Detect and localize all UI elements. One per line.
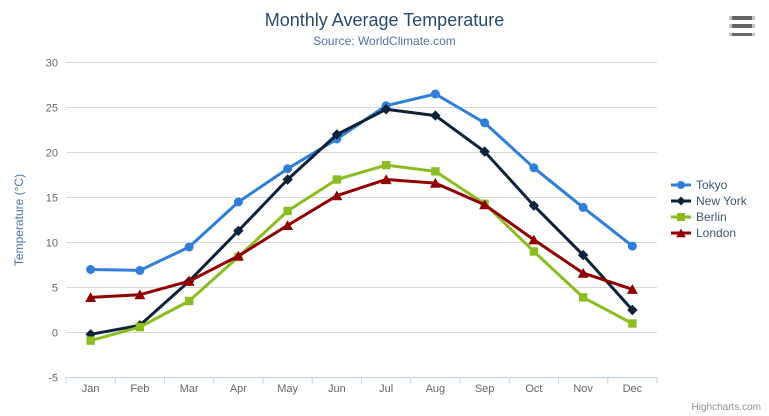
data-point-berlin[interactable] xyxy=(86,336,95,345)
x-axis-label: Feb xyxy=(130,383,149,395)
x-axis-label: Nov xyxy=(573,383,593,395)
data-point-tokyo[interactable] xyxy=(430,89,440,99)
legend-item-tokyo[interactable]: Tokyo xyxy=(671,177,747,192)
chart-subtitle: Source: WorldClimate.com xyxy=(313,34,456,48)
series-line-new-york[interactable] xyxy=(89,107,634,336)
data-point-berlin[interactable] xyxy=(578,293,588,302)
legend-item-berlin[interactable]: Berlin xyxy=(671,209,747,224)
data-point-berlin[interactable] xyxy=(332,175,342,184)
chart-title: Monthly Average Temperature xyxy=(264,10,505,30)
data-point-london[interactable] xyxy=(331,190,343,201)
triangle-marker-icon xyxy=(671,228,691,237)
data-point-new-york[interactable] xyxy=(528,200,540,211)
data-point-london[interactable] xyxy=(282,220,294,230)
data-point-tokyo[interactable] xyxy=(578,202,588,212)
y-axis-label: 25 xyxy=(46,103,58,115)
data-point-new-york[interactable] xyxy=(479,146,490,157)
data-point-new-york[interactable] xyxy=(627,304,638,316)
circle-marker-icon xyxy=(671,180,691,189)
data-point-berlin[interactable] xyxy=(283,206,292,216)
data-point-tokyo[interactable] xyxy=(480,118,490,128)
series-line-berlin[interactable] xyxy=(89,163,634,343)
y-axis-label: -5 xyxy=(48,373,58,385)
hamburger-menu-icon[interactable] xyxy=(729,16,755,36)
legend-label: Tokyo xyxy=(696,177,728,192)
data-point-tokyo[interactable] xyxy=(529,163,539,173)
data-point-berlin[interactable] xyxy=(529,247,539,256)
x-axis-label: Sep xyxy=(475,383,495,395)
data-point-london[interactable] xyxy=(85,292,97,302)
legend-label: New York xyxy=(696,193,747,208)
x-axis-label: Dec xyxy=(623,383,643,395)
menu-bar xyxy=(729,24,755,28)
y-axis-label: 0 xyxy=(52,328,58,340)
data-point-london[interactable] xyxy=(479,199,491,210)
y-axis-label: 10 xyxy=(46,238,58,250)
data-point-tokyo[interactable] xyxy=(627,241,637,251)
legend-item-london[interactable]: London xyxy=(671,225,747,240)
data-point-london[interactable] xyxy=(626,284,638,294)
data-point-berlin[interactable] xyxy=(431,167,440,176)
data-point-london[interactable] xyxy=(429,177,441,188)
data-point-tokyo[interactable] xyxy=(135,265,145,275)
menu-bar xyxy=(729,32,755,36)
legend: Tokyo New York Berlin London xyxy=(671,177,747,240)
x-axis-label: May xyxy=(277,383,298,395)
data-point-london[interactable] xyxy=(380,174,392,185)
menu-bar xyxy=(729,16,755,20)
data-point-london[interactable] xyxy=(577,267,589,278)
data-point-berlin[interactable] xyxy=(381,160,391,170)
x-axis-label: Jan xyxy=(82,383,100,395)
x-axis-label: Jun xyxy=(328,383,346,395)
data-point-tokyo[interactable] xyxy=(233,197,243,207)
x-axis-label: Mar xyxy=(180,383,199,395)
legend-item-new-york[interactable]: New York xyxy=(671,193,747,208)
series-line-london[interactable] xyxy=(89,178,634,299)
y-axis-label: 20 xyxy=(46,148,58,160)
y-axis-label: 30 xyxy=(46,58,58,70)
data-point-berlin[interactable] xyxy=(184,296,194,306)
data-point-new-york[interactable] xyxy=(577,249,589,261)
x-axis-label: Oct xyxy=(525,383,542,395)
data-point-tokyo[interactable] xyxy=(86,265,96,274)
data-point-london[interactable] xyxy=(183,276,195,286)
legend-label: Berlin xyxy=(696,209,727,224)
data-point-london[interactable] xyxy=(232,250,244,261)
y-axis-label: 5 xyxy=(52,283,58,295)
data-point-new-york[interactable] xyxy=(331,129,343,140)
data-point-tokyo[interactable] xyxy=(283,164,293,174)
square-marker-icon xyxy=(671,212,691,221)
credits-link[interactable]: Highcharts.com xyxy=(691,402,761,413)
data-point-new-york[interactable] xyxy=(282,174,293,185)
data-point-new-york[interactable] xyxy=(430,110,441,121)
data-point-new-york[interactable] xyxy=(380,104,392,115)
diamond-marker-icon xyxy=(671,196,691,205)
x-axis-label: Jul xyxy=(379,383,393,395)
x-axis-label: Aug xyxy=(426,383,446,395)
data-point-new-york[interactable] xyxy=(233,225,244,236)
data-point-london[interactable] xyxy=(528,234,540,245)
x-axis-label: Apr xyxy=(230,383,247,395)
data-point-tokyo[interactable] xyxy=(184,242,194,252)
data-point-london[interactable] xyxy=(134,289,146,300)
data-point-berlin[interactable] xyxy=(135,322,145,332)
legend-label: London xyxy=(696,225,737,240)
data-point-berlin[interactable] xyxy=(628,319,637,328)
y-axis-label: 15 xyxy=(46,193,58,205)
